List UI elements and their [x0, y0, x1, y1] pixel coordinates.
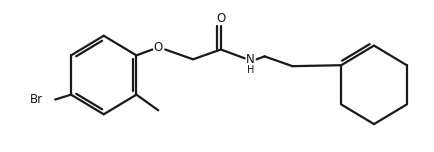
Text: Br: Br — [30, 93, 43, 106]
Text: O: O — [154, 41, 163, 54]
Text: H: H — [247, 65, 254, 75]
Text: O: O — [216, 12, 226, 25]
Text: N: N — [247, 53, 255, 66]
